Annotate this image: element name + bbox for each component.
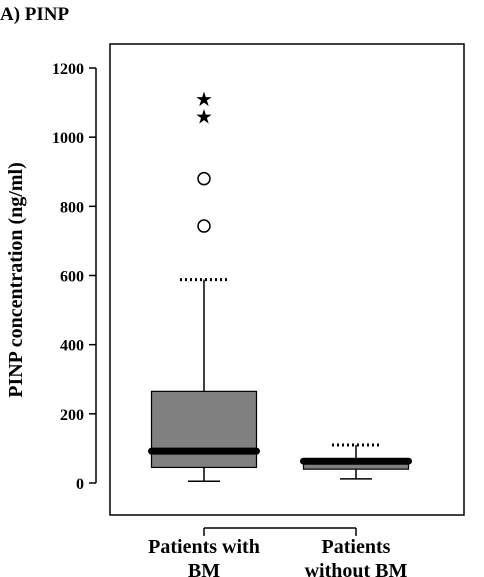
- y-tick-label: 600: [60, 269, 84, 286]
- box-group: [300, 443, 412, 480]
- y-tick-label: 200: [60, 407, 84, 424]
- y-tick-label: 400: [60, 338, 84, 355]
- y-tick-label: 1000: [52, 130, 84, 147]
- extreme-point: ★: [195, 104, 213, 128]
- extreme-point: ★: [195, 87, 213, 111]
- x-category-label: BM: [188, 560, 220, 577]
- y-tick-label: 1200: [52, 61, 84, 78]
- panel-title: A) PINP: [0, 4, 70, 25]
- x-category-label: without BM: [305, 560, 408, 577]
- plot-frame: [109, 43, 465, 516]
- x-category-label: Patients: [322, 536, 391, 558]
- x-category-label: Patients with: [148, 536, 260, 558]
- y-tick-label: 0: [76, 476, 84, 493]
- box: [150, 390, 258, 469]
- y-axis: 0 200 400 600 800 1000 1200: [52, 61, 97, 493]
- outlier-point: [197, 219, 211, 233]
- outlier-point: [197, 171, 211, 186]
- box-group: ★★: [148, 87, 260, 483]
- y-tick-label: 800: [60, 199, 84, 216]
- x-axis: Patients with BM Patients without BM: [148, 527, 408, 577]
- y-axis-title: PINP concentration (ng/ml): [5, 162, 27, 398]
- boxes: ★★: [148, 87, 412, 483]
